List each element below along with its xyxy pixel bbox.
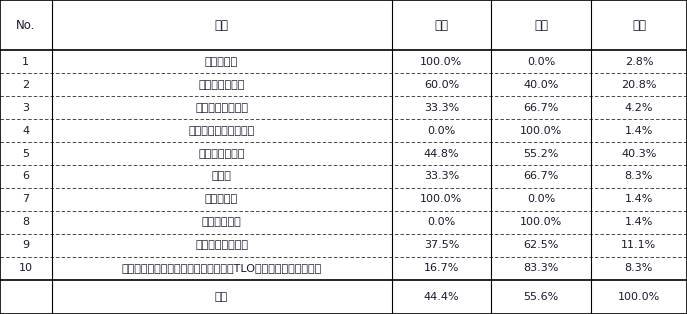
Text: なし: なし [534,19,548,32]
Text: 0.0%: 0.0% [427,126,455,136]
Text: 16.7%: 16.7% [424,263,459,273]
Text: 100.0%: 100.0% [520,217,562,227]
Text: 55.6%: 55.6% [523,292,559,302]
Text: No.: No. [16,19,36,32]
Text: 44.4%: 44.4% [424,292,459,302]
Text: 55.2%: 55.2% [523,149,559,159]
Text: 卸売・小売等: 卸売・小売等 [202,217,241,227]
Text: 建設業: 建設業 [212,171,232,181]
Text: 2: 2 [22,80,30,90]
Text: 8.3%: 8.3% [624,263,653,273]
Text: 7: 7 [22,194,30,204]
Text: 1: 1 [22,57,30,67]
Text: 9: 9 [22,240,30,250]
Text: 60.0%: 60.0% [424,80,459,90]
Text: 8.3%: 8.3% [624,171,653,181]
Text: 2.8%: 2.8% [624,57,653,67]
Text: 4.2%: 4.2% [624,103,653,113]
Text: 業務用機械器具製造業: 業務用機械器具製造業 [188,126,255,136]
Text: 輸送用機械製造業: 輸送用機械製造業 [195,103,248,113]
Text: 合計: 合計 [632,19,646,32]
Text: 1.4%: 1.4% [624,217,653,227]
Text: 44.8%: 44.8% [424,149,459,159]
Text: 33.3%: 33.3% [424,103,459,113]
Text: 5: 5 [22,149,30,159]
Text: あり: あり [434,19,449,32]
Text: 33.3%: 33.3% [424,171,459,181]
Text: 0.0%: 0.0% [427,217,455,227]
Text: 83.3%: 83.3% [523,263,559,273]
Text: 100.0%: 100.0% [618,292,660,302]
Text: 100.0%: 100.0% [420,194,462,204]
Text: 電気機械製造業: 電気機械製造業 [199,80,245,90]
Text: 10: 10 [19,263,33,273]
Text: 40.0%: 40.0% [523,80,559,90]
Text: 4: 4 [22,126,30,136]
Text: その他の非製造業: その他の非製造業 [195,240,248,250]
Text: その他の製造業: その他の製造業 [199,149,245,159]
Text: 0.0%: 0.0% [527,194,555,204]
Text: 合計: 合計 [215,292,228,302]
Text: 1.4%: 1.4% [624,126,653,136]
Text: 8: 8 [22,217,30,227]
Text: 66.7%: 66.7% [523,103,559,113]
Text: 40.3%: 40.3% [621,149,657,159]
Text: 大学・研究開発独立行政法人・教育・TLO・公的研究機関・公務: 大学・研究開発独立行政法人・教育・TLO・公的研究機関・公務 [122,263,322,273]
Text: 0.0%: 0.0% [527,57,555,67]
Text: 1.4%: 1.4% [624,194,653,204]
Text: 分類: 分類 [214,19,229,32]
Text: 66.7%: 66.7% [523,171,559,181]
Text: 3: 3 [22,103,30,113]
Text: 100.0%: 100.0% [520,126,562,136]
Text: 11.1%: 11.1% [621,240,657,250]
Text: 37.5%: 37.5% [424,240,459,250]
Text: 62.5%: 62.5% [523,240,559,250]
Text: 機械製造業: 機械製造業 [205,57,238,67]
Text: 情報通信業: 情報通信業 [205,194,238,204]
Text: 6: 6 [22,171,30,181]
Text: 20.8%: 20.8% [621,80,657,90]
Text: 100.0%: 100.0% [420,57,462,67]
